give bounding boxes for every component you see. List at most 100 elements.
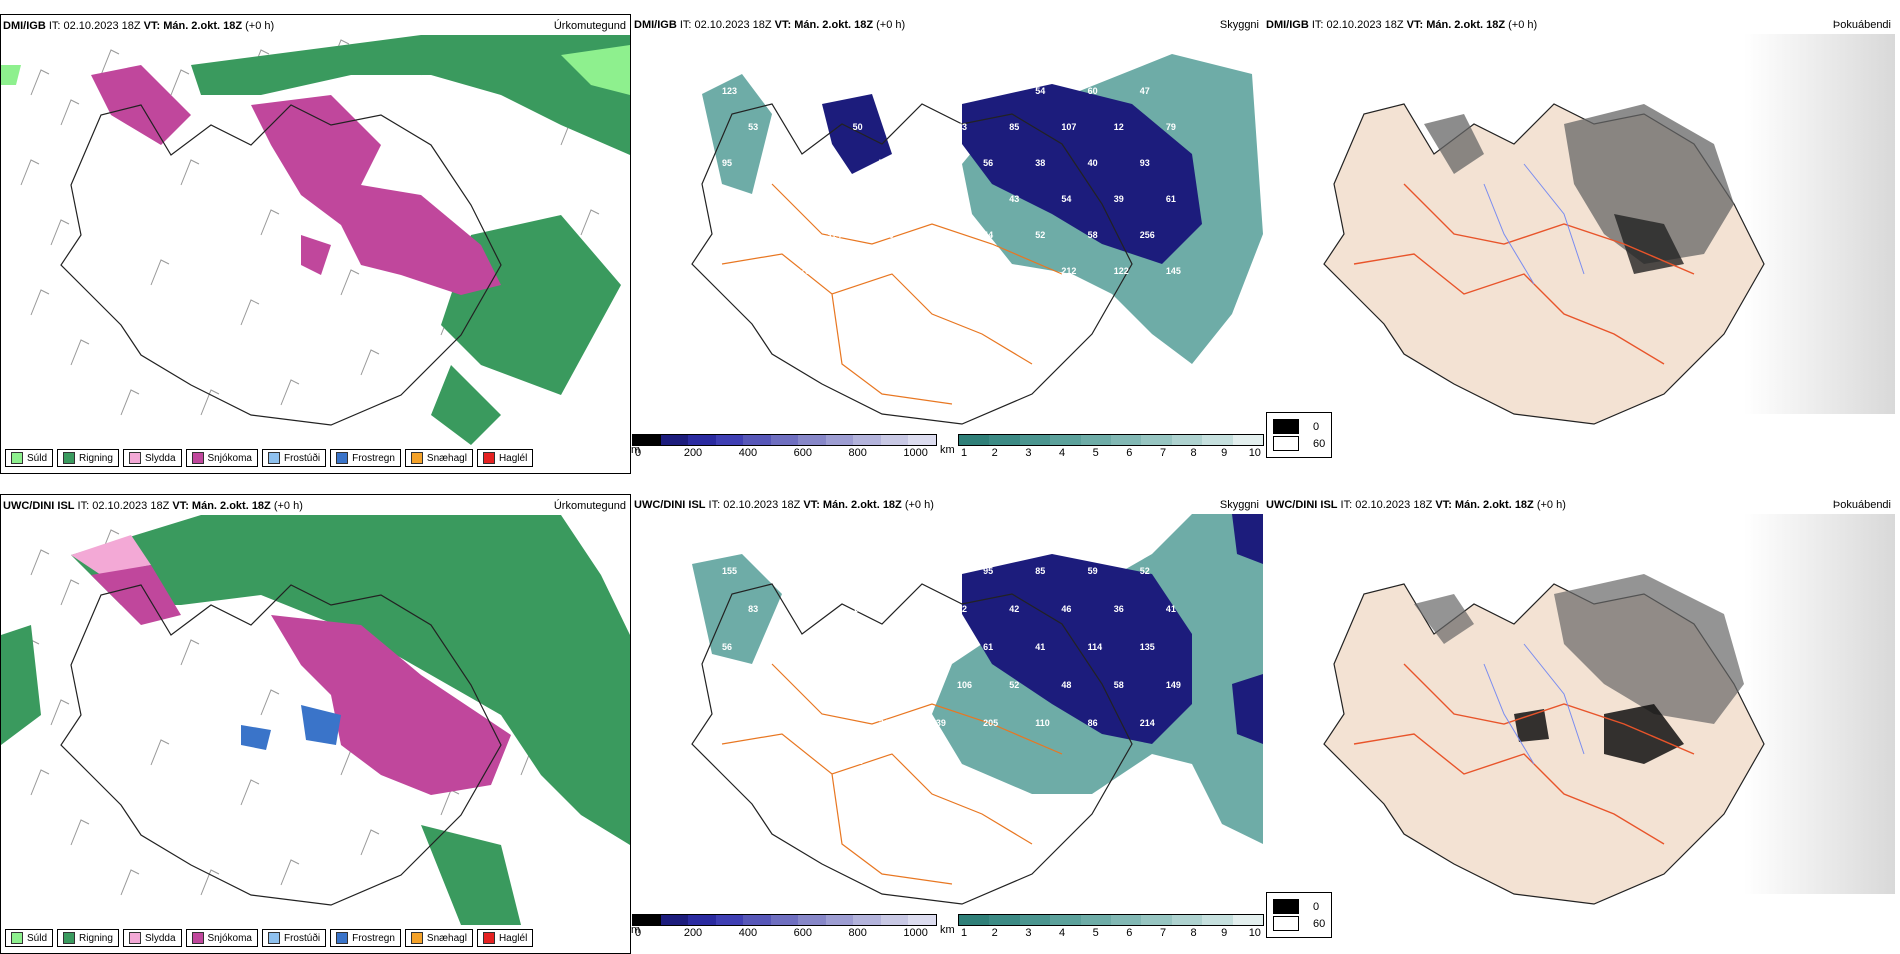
tick: 7 <box>1159 447 1167 459</box>
ceiling-value-label: 107 <box>853 680 868 690</box>
tick: 400 <box>738 927 758 939</box>
panel-fog-uwc: UWC/DINI ISL IT: 02.10.2023 18Z VT: Mán.… <box>1264 494 1895 954</box>
ceiling-value-labels: 123 128 38 23 82 91 54 60 47 53 72 50 45 73 85 107 12 79 9… <box>722 86 1181 276</box>
ceiling-value-label: 50 <box>853 122 863 132</box>
ceiling-value-label: 85 <box>748 266 758 276</box>
rain-area <box>191 35 630 445</box>
ceiling-value-label: 85 <box>1009 122 1019 132</box>
ceiling-value-label: 136 <box>931 566 946 576</box>
tick: 3 <box>1025 447 1032 459</box>
ceiling-value-label: 58 <box>1088 230 1098 240</box>
ceiling-value-label: 145 <box>1166 266 1181 276</box>
fog-patch <box>1514 704 1684 764</box>
ceiling-value-label: 23 <box>879 86 889 96</box>
ceiling-value-label: 256 <box>1140 230 1155 240</box>
ceiling-value-label: 12 <box>1114 122 1124 132</box>
tick: 800 <box>848 447 867 459</box>
visibility-map: 123 128 38 23 82 91 54 60 47 53 72 50 45 73 85 107 12 79 9… <box>691 54 1263 425</box>
low-ceiling-area <box>962 514 1263 744</box>
precip-map <box>1 515 630 925</box>
ceiling-value-label: 222 <box>879 566 894 576</box>
colorbar-unit: km <box>940 924 955 936</box>
ceiling-value-label: 58 <box>1114 680 1124 690</box>
tick: 6 <box>1126 447 1133 459</box>
ceiling-value-label: 50 <box>931 158 941 168</box>
ceiling-value-label: 149 <box>1166 680 1181 690</box>
legend-item: Slydda <box>122 929 182 947</box>
panel-header: UWC/DINI ISL IT: 02.10.2023 18Z VT: Mán.… <box>1266 499 1566 511</box>
panel-title: Þokuábendi <box>1832 499 1891 511</box>
ceiling-value-label: 42 <box>1009 604 1019 614</box>
ceiling-value-label: 65 <box>931 230 941 240</box>
fog-patch <box>1614 214 1684 274</box>
ceiling-value-label: 59 <box>1088 566 1098 576</box>
panel-title: Skyggni <box>1219 19 1259 31</box>
ceiling-value-label: 314 <box>826 230 841 240</box>
roads <box>721 183 1063 405</box>
fog-map <box>1323 514 1895 905</box>
ceiling-value-label: 107 <box>800 604 815 614</box>
tick: 600 <box>793 927 812 939</box>
tick: 0 <box>635 927 642 939</box>
roads <box>1353 663 1695 845</box>
ceiling-value-label: 214 <box>1140 718 1155 728</box>
tick: 8 <box>1190 927 1197 939</box>
panel-title: Úrkomutegund <box>553 500 626 512</box>
tick: 4 <box>1058 927 1066 939</box>
panel-header: DMI/IGB IT: 02.10.2023 18Z VT: Mán. 2.ok… <box>634 19 906 31</box>
ceiling-value-label: 212 <box>1061 266 1076 276</box>
tick: 10 <box>1248 927 1261 939</box>
ceiling-value-label: 39 <box>1114 194 1124 204</box>
visibility-map: 155 207 189 222 136 95 85 59 52 83 107 109 87 52 42 46 3… <box>691 514 1263 905</box>
legend-item: Slydda <box>122 449 182 467</box>
legend-item: Frostúði <box>261 449 327 467</box>
tick: 2 <box>991 927 998 939</box>
panel-visibility-uwc: UWC/DINI ISL IT: 02.10.2023 18Z VT: Mán.… <box>632 494 1263 954</box>
ceiling-value-label: 53 <box>748 122 758 132</box>
panel-precip-type-uwc: UWC/DINI ISL IT: 02.10.2023 18Z VT: Mán.… <box>0 494 631 954</box>
ceiling-value-label: 93 <box>1140 158 1150 168</box>
tick: 800 <box>848 927 867 939</box>
ceiling-value-label: 46 <box>1061 604 1071 614</box>
ceiling-value-label: 78 <box>826 642 836 652</box>
ceiling-value-label: 60 <box>853 194 863 204</box>
ceiling-value-label: 38 <box>826 86 836 96</box>
ceiling-value-label: 72 <box>800 122 810 132</box>
ceiling-value-label: 180 <box>879 230 894 240</box>
fog-legend: 0 60 <box>1266 892 1333 938</box>
iceland-coast <box>60 104 502 426</box>
fog-legend-label: 60 <box>1313 917 1326 930</box>
panel-header: UWC/DINI ISL IT: 02.10.2023 18Z VT: Mán.… <box>634 499 934 511</box>
ceiling-value-label: 155 <box>722 566 737 576</box>
rivers <box>1483 643 1585 765</box>
tick: 8 <box>1190 447 1197 459</box>
ceiling-value-label: 144 <box>800 680 815 690</box>
ceiling-value-label: 52 <box>1035 230 1045 240</box>
legend-item: Snjókoma <box>185 929 258 947</box>
colorbar-unit: m <box>631 444 641 456</box>
panel-title: Skyggni <box>1219 499 1259 511</box>
ceiling-value-label: 45 <box>905 122 915 132</box>
ceiling-value-label: 155 <box>748 194 763 204</box>
snow-area <box>91 565 511 795</box>
ceiling-value-label: 135 <box>1140 642 1155 652</box>
ceiling-value-label: 54 <box>905 680 915 690</box>
colorbar-unit: km <box>940 444 955 456</box>
fog-dark-area <box>1414 574 1744 724</box>
snow-area <box>91 65 501 295</box>
ceiling-value-label: 205 <box>983 718 998 728</box>
ceiling-value-label: 123 <box>957 266 972 276</box>
ceiling-value-label: 65 <box>957 194 967 204</box>
panel-fog-dmi: DMI/IGB IT: 02.10.2023 18Z VT: Mán. 2.ok… <box>1264 14 1895 474</box>
precip-legend: Súld Rigning Slydda Snjókoma Frostúði Fr… <box>5 929 534 947</box>
ceiling-value-label: 644 <box>748 756 763 766</box>
ceiling-value-label: 178 <box>905 266 920 276</box>
fog-legend-label: 60 <box>1313 437 1326 450</box>
tick: 5 <box>1092 927 1099 939</box>
tick: 10 <box>1248 447 1261 459</box>
ceiling-value-label: 100 <box>722 230 737 240</box>
ceiling-value-label: 77 <box>879 158 889 168</box>
ceiling-value-label: 73 <box>957 122 967 132</box>
ceiling-value-label: 38 <box>1035 158 1045 168</box>
legend-item: Frostregn <box>330 449 401 467</box>
